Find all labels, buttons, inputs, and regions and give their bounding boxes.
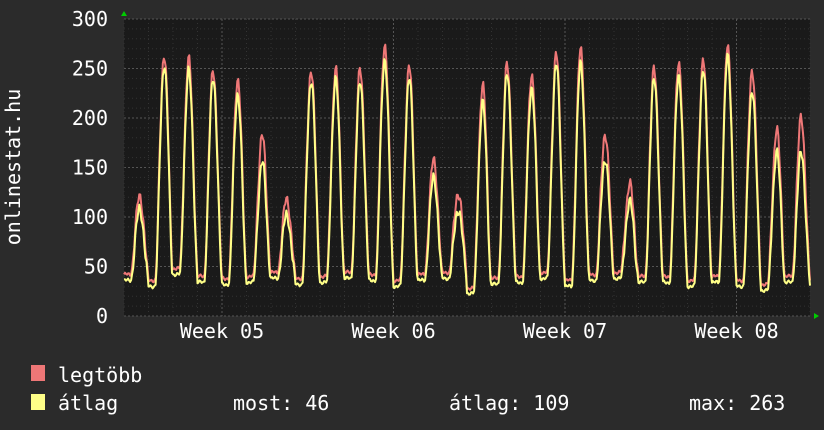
x-axis-tick-labels: Week 05 Week 06 Week 07 Week 08 (180, 319, 779, 343)
stat-average: átlag: 109 (449, 391, 569, 415)
series-line-atlag (123, 52, 811, 296)
y-tick-label: 50 (84, 255, 108, 279)
grid (123, 18, 811, 317)
x-tick-label: Week 05 (180, 319, 264, 343)
y-axis-label: onlinestat.hu (1, 89, 25, 246)
y-tick-label: 300 (72, 7, 108, 31)
y-tick-label: 250 (72, 57, 108, 81)
y-axis-tick-labels: 0 50 100 150 200 250 300 (72, 7, 108, 328)
x-tick-label: Week 06 (351, 319, 435, 343)
x-axis-arrow (814, 313, 819, 319)
y-tick-label: 100 (72, 205, 108, 229)
legend-swatch-atlag (31, 394, 45, 410)
y-axis-arrow (121, 11, 127, 16)
legend-label-atlag: átlag (58, 391, 118, 415)
legend-label-legtobb: legtöbb (58, 363, 142, 387)
x-tick-label: Week 07 (523, 319, 607, 343)
legend-swatch-legtobb (31, 365, 45, 381)
x-tick-label: Week 08 (694, 319, 778, 343)
axes (121, 11, 819, 319)
series-lines (123, 43, 811, 296)
y-tick-label: 150 (72, 156, 108, 180)
stat-maximum: max: 263 (689, 391, 785, 415)
stat-current: most: 46 (233, 391, 329, 415)
y-tick-label: 0 (96, 304, 108, 328)
y-tick-label: 200 (72, 106, 108, 130)
